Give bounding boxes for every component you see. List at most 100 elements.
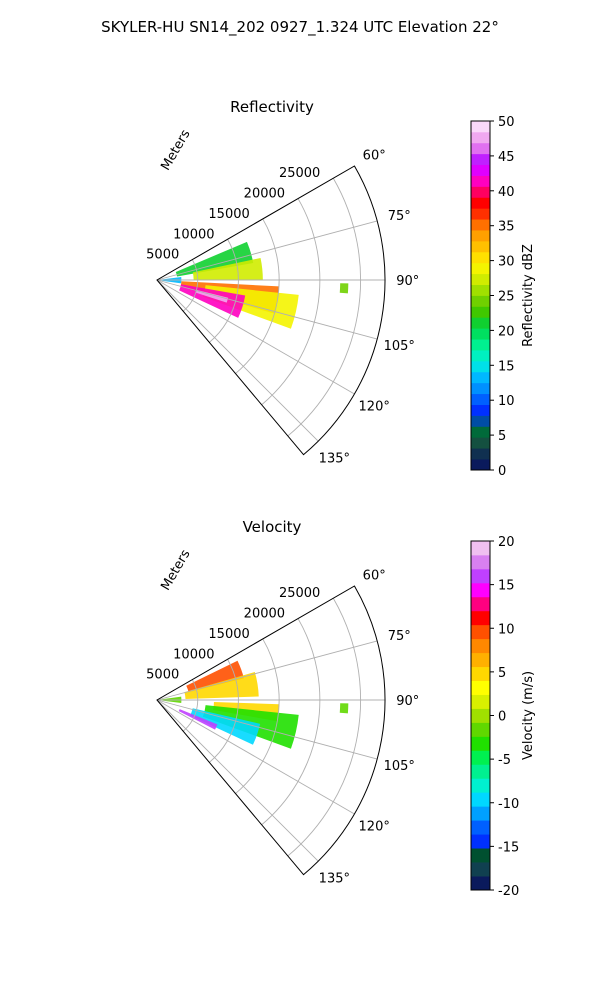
colorbar-swatch: [471, 328, 490, 340]
azimuth-tick-label: 105°: [384, 759, 415, 774]
colorbar-swatch: [471, 610, 490, 626]
range-tick-label: 25000: [279, 166, 320, 181]
colorbar-swatch: [471, 792, 490, 807]
colorbar-swatch: [471, 273, 490, 285]
colorbar-swatch: [471, 317, 490, 329]
colorbar-swatch: [471, 393, 490, 405]
colorbar-label: Reflectivity dBZ: [521, 244, 536, 347]
azimuth-gridline: [156, 279, 378, 340]
range-ring: [287, 597, 362, 857]
echo-region: [339, 703, 349, 714]
azimuth-tick-label: 135°: [319, 871, 350, 886]
colorbar-swatch: [471, 371, 490, 384]
colorbar-tick-label: 50: [498, 115, 515, 130]
colorbar-swatch: [471, 541, 490, 556]
colorbar-tick-label: 30: [498, 255, 515, 270]
echo-region: [178, 709, 218, 730]
echo-regions: [159, 660, 349, 749]
range-ring: [182, 259, 199, 312]
range-ring: [261, 618, 321, 826]
colorbar-tick-label: 0: [498, 710, 506, 725]
colorbar-swatch: [471, 764, 490, 779]
colorbar-swatch: [471, 339, 490, 351]
colorbar-swatch: [471, 820, 490, 835]
colorbar-swatch: [471, 208, 490, 220]
colorbar-tick-label: 10: [498, 394, 515, 409]
range-tick-label: 10000: [173, 647, 214, 662]
colorbar-tick-label: 15: [498, 359, 515, 374]
colorbar-swatch: [471, 437, 490, 449]
colorbar-swatch: [471, 680, 490, 695]
colorbar-tick-label: -10: [498, 797, 519, 812]
azimuth-tick-label: 90°: [396, 694, 419, 709]
colorbar-tick-label: -20: [498, 884, 519, 899]
colorbar-swatch: [471, 448, 490, 460]
echo-region: [175, 241, 254, 277]
colorbar-swatch: [471, 459, 490, 471]
colorbar-swatch: [471, 426, 490, 438]
colorbar-swatch: [471, 708, 490, 723]
colorbar-swatch: [471, 638, 490, 654]
colorbar-tick-label: 20: [498, 535, 515, 550]
colorbar-tick-label: 10: [498, 622, 515, 637]
colorbar-tick-label: 15: [498, 579, 515, 594]
range-ring: [261, 198, 321, 406]
velocity-panel: Velocity 60° 75° 90° 105° 120° 135° 5000 10000 15…: [146, 518, 536, 899]
echo-region: [190, 708, 261, 745]
colorbar-tick-label: 20: [498, 324, 515, 339]
colorbar-swatch: [471, 295, 490, 307]
colorbar-swatch: [471, 219, 490, 231]
azimuth-tick-label: 120°: [359, 399, 390, 414]
colorbar-swatch: [471, 164, 490, 176]
echo-region: [192, 257, 263, 280]
colorbar-swatch: [471, 876, 490, 891]
range-ring: [287, 177, 362, 437]
colorbar-swatch: [471, 284, 490, 296]
panel-title: Reflectivity: [230, 98, 314, 116]
range-ring: [209, 659, 239, 763]
azimuth-gridline: [156, 699, 378, 760]
colorbar-swatch: [471, 142, 490, 155]
range-axis-label: Meters: [158, 127, 193, 173]
colorbar-swatch: [471, 582, 490, 598]
colorbar-tick-label: 5: [498, 429, 506, 444]
range-ring: [182, 679, 199, 732]
azimuth-gridline: [156, 699, 319, 862]
range-ring: [235, 638, 280, 794]
colorbar-tick-label: 25: [498, 290, 515, 305]
colorbar-swatch: [471, 175, 490, 187]
azimuth-gridline: [156, 220, 378, 281]
colorbar-swatch: [471, 251, 490, 264]
azimuth-tick-label: 120°: [359, 819, 390, 834]
azimuth-gridline: [156, 279, 355, 395]
colorbar: -20 -15 -10 -5 0 5 10 15 20 Velocity (m/s): [470, 535, 536, 899]
azimuth-tick-label: 60°: [363, 569, 386, 584]
range-ring: [235, 218, 280, 374]
colorbar-swatch: [471, 848, 490, 863]
colorbar-swatch: [471, 404, 490, 416]
range-tick-label: 25000: [279, 586, 320, 601]
colorbar-label: Velocity (m/s): [521, 671, 536, 760]
colorbar-swatch: [471, 350, 490, 362]
colorbar-swatch: [471, 240, 490, 253]
colorbar-swatch: [471, 862, 490, 877]
colorbar-swatch: [471, 750, 490, 765]
colorbar-tick-label: 40: [498, 185, 515, 200]
colorbar-swatch: [471, 121, 490, 133]
echo-region: [186, 660, 244, 693]
figure-title: SKYLER-HU SN14_202 0927_1.324 UTC Elevat…: [101, 18, 499, 37]
colorbar-swatch: [471, 415, 490, 427]
echo-region: [184, 671, 259, 700]
colorbar-swatch: [471, 834, 490, 849]
colorbar-swatch: [471, 778, 490, 793]
colorbar: 0 5 10 15 20 25 30 35 40 45 50 Reflectivity dBZ: [470, 115, 536, 479]
azimuth-gridline: [156, 699, 355, 815]
colorbar-swatch: [471, 131, 490, 144]
colorbar-swatch: [471, 624, 490, 640]
range-tick-label: 10000: [173, 227, 214, 242]
azimuth-gridline: [156, 640, 378, 701]
echo-regions: [159, 241, 349, 329]
colorbar-swatch: [471, 568, 490, 584]
azimuth-tick-label: 75°: [388, 629, 411, 644]
